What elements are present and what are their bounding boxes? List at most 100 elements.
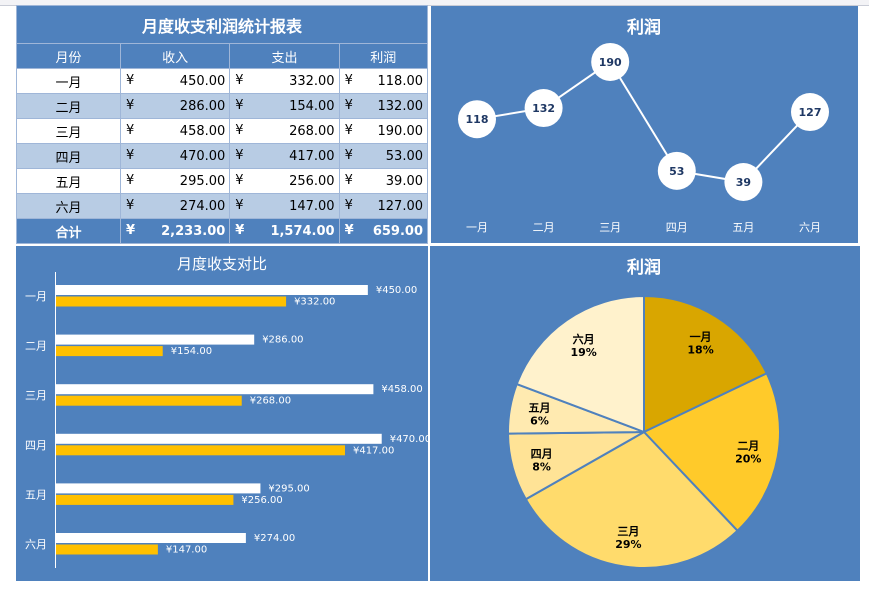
amount: 190.00: [377, 123, 424, 139]
slice-percent: 6%: [530, 415, 549, 428]
currency-symbol: ¥: [235, 123, 244, 138]
table-row: 一月 ¥450.00 ¥332.00 ¥118.00: [16, 68, 429, 94]
x-tick-label: 二月: [533, 221, 555, 234]
amount: 39.00: [385, 173, 423, 189]
slice-percent: 29%: [615, 538, 641, 551]
amount: 53.00: [385, 148, 423, 164]
header-expense: 支出: [229, 43, 340, 69]
bar-label: ¥147.00: [166, 545, 207, 556]
expense-bar: [56, 544, 158, 555]
pie-slice: [643, 294, 769, 434]
month-cell: 一月: [16, 68, 121, 94]
income-cell: ¥450.00: [119, 68, 231, 94]
slice-category: 五月: [529, 402, 551, 415]
currency-symbol: ¥: [126, 73, 135, 88]
y-tick-label: 五月: [25, 488, 47, 501]
line-chart-panel: 利润 118 一月 132 二月 190 三月 53 四月 39 五月 127 六月: [431, 6, 858, 243]
profit-cell: ¥53.00: [338, 143, 429, 169]
currency-symbol: ¥: [126, 173, 135, 188]
bar-label: ¥268.00: [250, 396, 291, 407]
amount: 417.00: [289, 148, 335, 164]
currency-symbol: ¥: [126, 198, 135, 213]
table-header: 月份 收入 支出 利润: [16, 43, 429, 69]
y-tick-label: 六月: [25, 538, 47, 551]
amount: 450.00: [179, 73, 226, 89]
slice-percent: 8%: [532, 461, 551, 474]
data-point: [791, 93, 829, 132]
slice-category: 六月: [573, 332, 595, 346]
currency-symbol: ¥: [126, 98, 135, 113]
currency-symbol: ¥: [235, 173, 244, 188]
income-cell: ¥470.00: [119, 143, 231, 169]
income-bar: [56, 433, 382, 444]
amount: 256.00: [289, 173, 335, 189]
total-row: 合计 ¥2,233.00 ¥1,574.00 ¥659.00: [16, 218, 429, 244]
bar-label: ¥256.00: [241, 495, 282, 506]
amount: 132.00: [377, 98, 424, 114]
total-profit: ¥659.00: [338, 218, 429, 244]
total-expense: ¥1,574.00: [229, 218, 340, 244]
data-label: 127: [799, 106, 822, 119]
x-tick-label: 四月: [666, 221, 688, 234]
amount: 274.00: [179, 198, 226, 214]
slice-percent: 20%: [735, 452, 761, 465]
bar-label: ¥450.00: [376, 285, 417, 296]
bar-label: ¥286.00: [262, 335, 303, 346]
amount: 458.00: [179, 123, 226, 139]
income-cell: ¥458.00: [119, 118, 231, 144]
currency-symbol: ¥: [235, 198, 244, 213]
currency-symbol: ¥: [126, 123, 135, 138]
profit-cell: ¥132.00: [338, 93, 429, 119]
data-point: [458, 100, 496, 139]
header-profit: 利润: [338, 43, 429, 69]
month-cell: 二月: [16, 93, 121, 119]
pie-slice: [524, 430, 739, 569]
bar-label: ¥295.00: [268, 483, 309, 494]
slice-percent: 18%: [687, 343, 713, 356]
income-bar: [56, 533, 246, 543]
y-tick-label: 三月: [25, 389, 47, 402]
currency-symbol: ¥: [235, 148, 244, 163]
data-point: [524, 89, 563, 128]
amount: 332.00: [289, 73, 335, 89]
expense-cell: ¥147.00: [229, 193, 340, 219]
currency-symbol: ¥: [235, 98, 244, 113]
income-cell: ¥274.00: [119, 193, 231, 219]
bar-chart-panel: 月度收支对比 一月 ¥450.00 ¥332.00 二月 ¥286.00 ¥154.00 三月…: [16, 246, 431, 581]
income-cell: ¥295.00: [119, 168, 231, 194]
total-label: 合计: [16, 218, 121, 244]
currency-symbol: ¥: [344, 148, 353, 163]
month-cell: 四月: [16, 143, 121, 169]
x-tick-label: 三月: [599, 221, 621, 234]
currency-symbol: ¥: [235, 73, 244, 88]
data-label: 53: [669, 165, 684, 178]
currency-symbol: ¥: [344, 223, 354, 238]
profit-cell: ¥127.00: [338, 193, 429, 219]
month-cell: 五月: [16, 168, 121, 194]
amount: 147.00: [289, 198, 335, 214]
slice-category: 三月: [617, 525, 639, 538]
header-income: 收入: [119, 43, 231, 69]
table-row: 四月 ¥470.00 ¥417.00 ¥53.00: [16, 143, 429, 169]
income-bar: [56, 334, 255, 345]
slice-category: 四月: [531, 448, 553, 461]
amount: 2,233.00: [161, 223, 226, 239]
income-bar: [56, 384, 374, 395]
month-cell: 六月: [16, 193, 121, 219]
data-label: 190: [599, 56, 622, 69]
bar-label: ¥154.00: [171, 346, 212, 357]
bar-label: ¥458.00: [381, 384, 422, 395]
expense-cell: ¥256.00: [229, 168, 340, 194]
profit-line: [476, 60, 811, 184]
table-row: 五月 ¥295.00 ¥256.00 ¥39.00: [16, 168, 429, 194]
chart-title: 月度收支对比: [177, 255, 267, 273]
currency-symbol: ¥: [126, 148, 135, 163]
expense-bar: [56, 494, 234, 505]
slice-category: 二月: [737, 439, 759, 452]
chart-title: 利润: [627, 257, 661, 278]
profit-table: 月度收支利润统计报表 月份 收入 支出 利润 一月 ¥450.00 ¥332.00 ¥…: [16, 5, 429, 244]
expense-bar: [56, 445, 345, 456]
currency-symbol: ¥: [126, 223, 136, 238]
pie-chart-panel: 利润 一月 18% 二月 20% 三月 29% 四月 8% 五月 6% 六月 19%: [430, 246, 860, 581]
sheet-gridlines: [0, 0, 869, 6]
